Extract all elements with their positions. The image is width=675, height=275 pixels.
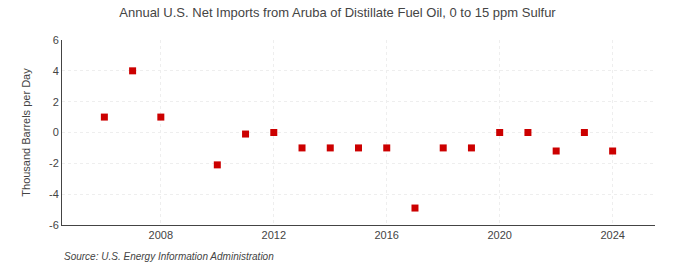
- svg-text:Source: U.S. Energy Informatio: Source: U.S. Energy Information Administ…: [64, 251, 274, 262]
- svg-text:2020: 2020: [487, 229, 511, 241]
- svg-text:Thousand Barrels per Day: Thousand Barrels per Day: [20, 68, 32, 197]
- svg-text:-2: -2: [49, 157, 59, 169]
- svg-text:2008: 2008: [149, 229, 173, 241]
- svg-text:2016: 2016: [374, 229, 398, 241]
- svg-text:-6: -6: [49, 219, 59, 231]
- svg-text:0: 0: [53, 126, 59, 138]
- svg-text:6: 6: [53, 34, 59, 46]
- svg-text:2024: 2024: [600, 229, 624, 241]
- svg-text:4: 4: [53, 65, 59, 77]
- svg-text:Annual U.S. Net Imports from A: Annual U.S. Net Imports from Aruba of Di…: [119, 5, 556, 20]
- svg-text:2012: 2012: [262, 229, 286, 241]
- svg-text:2: 2: [53, 96, 59, 108]
- svg-text:-4: -4: [49, 188, 59, 200]
